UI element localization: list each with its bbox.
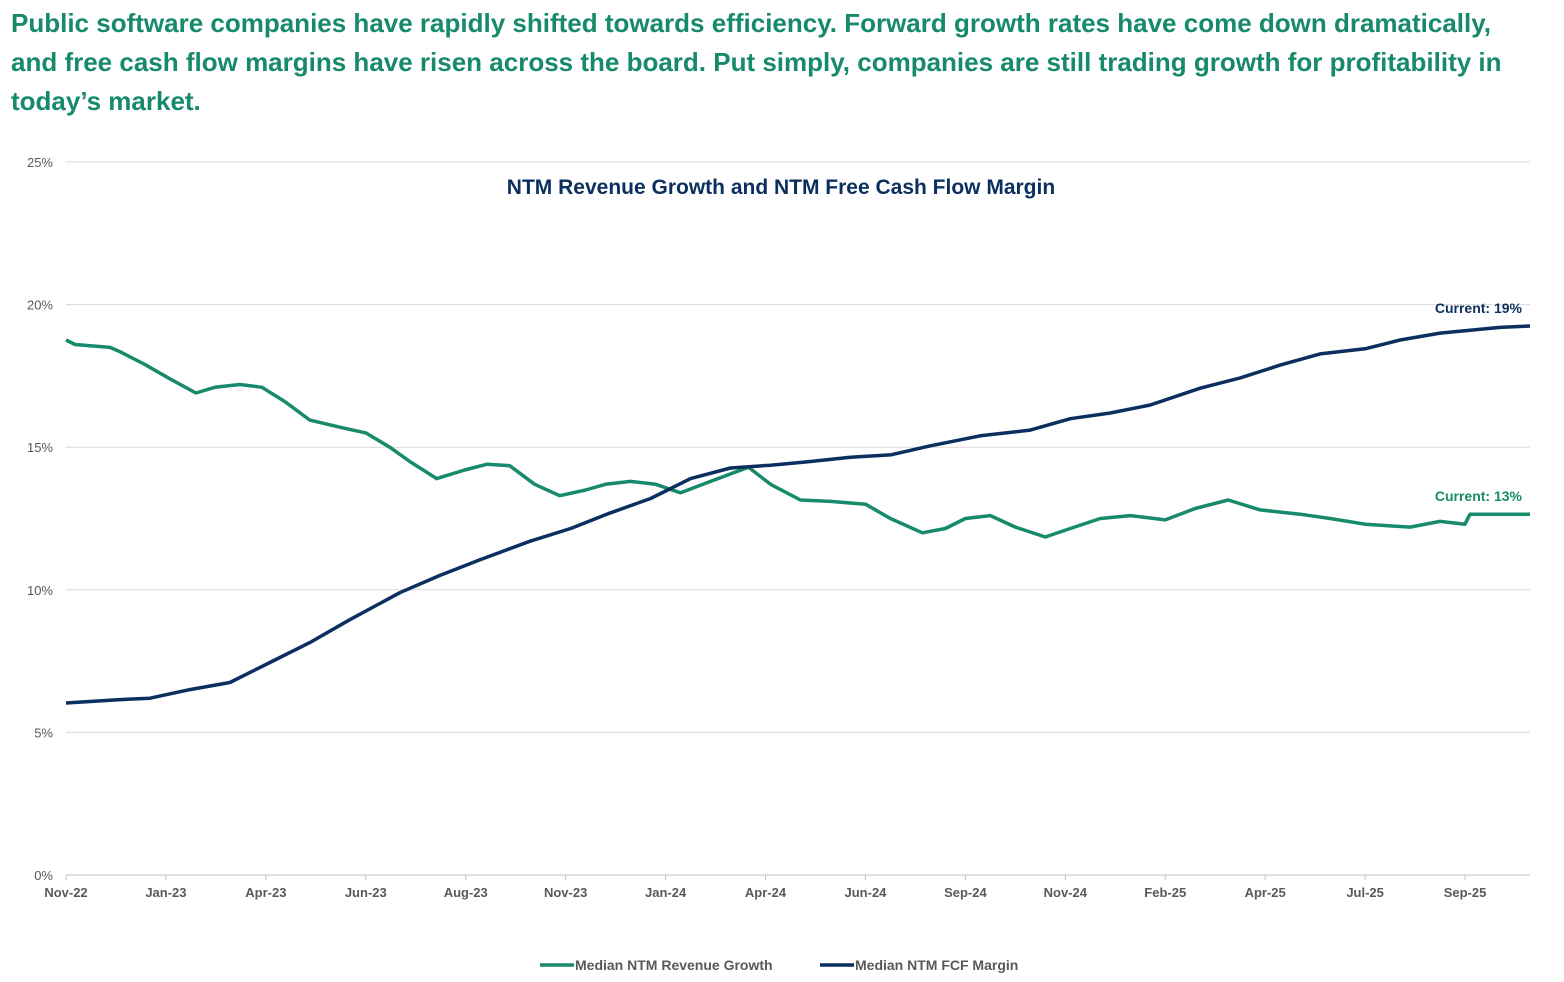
- y-axis-ticks: 0% 5% 10% 15% 20% 25%: [27, 155, 53, 883]
- y-tick-label: 20%: [27, 298, 53, 313]
- y-tick-label: 0%: [34, 868, 53, 883]
- x-tick-label: Nov-23: [544, 885, 587, 900]
- x-tick-label: Feb-25: [1144, 885, 1186, 900]
- headline: Public software companies have rapidly s…: [11, 8, 1502, 116]
- x-tick-label: Apr-24: [745, 885, 787, 900]
- x-tick-label: Jun-23: [345, 885, 387, 900]
- x-tick-label: Jun-24: [845, 885, 888, 900]
- x-tick-label: Nov-22: [44, 885, 87, 900]
- series-lines: [65, 324, 1531, 705]
- y-tick-label: 25%: [27, 155, 53, 170]
- gridlines: [66, 161, 1530, 876]
- x-tick-label: Aug-23: [444, 885, 488, 900]
- legend-label: Median NTM FCF Margin: [855, 957, 1018, 973]
- x-tick-label: Sep-25: [1444, 885, 1487, 900]
- x-tick-label: Jan-24: [645, 885, 687, 900]
- x-tick-label: Apr-23: [245, 885, 286, 900]
- series-line-0: [65, 338, 1530, 539]
- y-tick-label: 15%: [27, 440, 53, 455]
- x-tick-label: Jan-23: [145, 885, 186, 900]
- x-axis-ticks: Nov-22 Jan-23 Apr-23 Jun-23 Aug-23 Nov-23 Jan-…: [44, 875, 1486, 900]
- legend: Median NTM Revenue Growth Median NTM FCF …: [540, 957, 1018, 973]
- x-tick-label: Apr-25: [1245, 885, 1286, 900]
- y-tick-label: 10%: [27, 583, 53, 598]
- y-tick-label: 5%: [34, 725, 53, 740]
- end-labels: Current: 13% Current: 19%: [1435, 300, 1523, 504]
- x-tick-label: Sep-24: [944, 885, 987, 900]
- legend-label: Median NTM Revenue Growth: [575, 957, 773, 973]
- series-line-1: [65, 324, 1531, 705]
- current-value-label: Current: 13%: [1435, 488, 1523, 504]
- chart-title: NTM Revenue Growth and NTM Free Cash Flo…: [507, 176, 1055, 199]
- current-value-label: Current: 19%: [1435, 300, 1523, 316]
- x-tick-label: Jul-25: [1346, 885, 1384, 900]
- x-tick-label: Nov-24: [1044, 885, 1088, 900]
